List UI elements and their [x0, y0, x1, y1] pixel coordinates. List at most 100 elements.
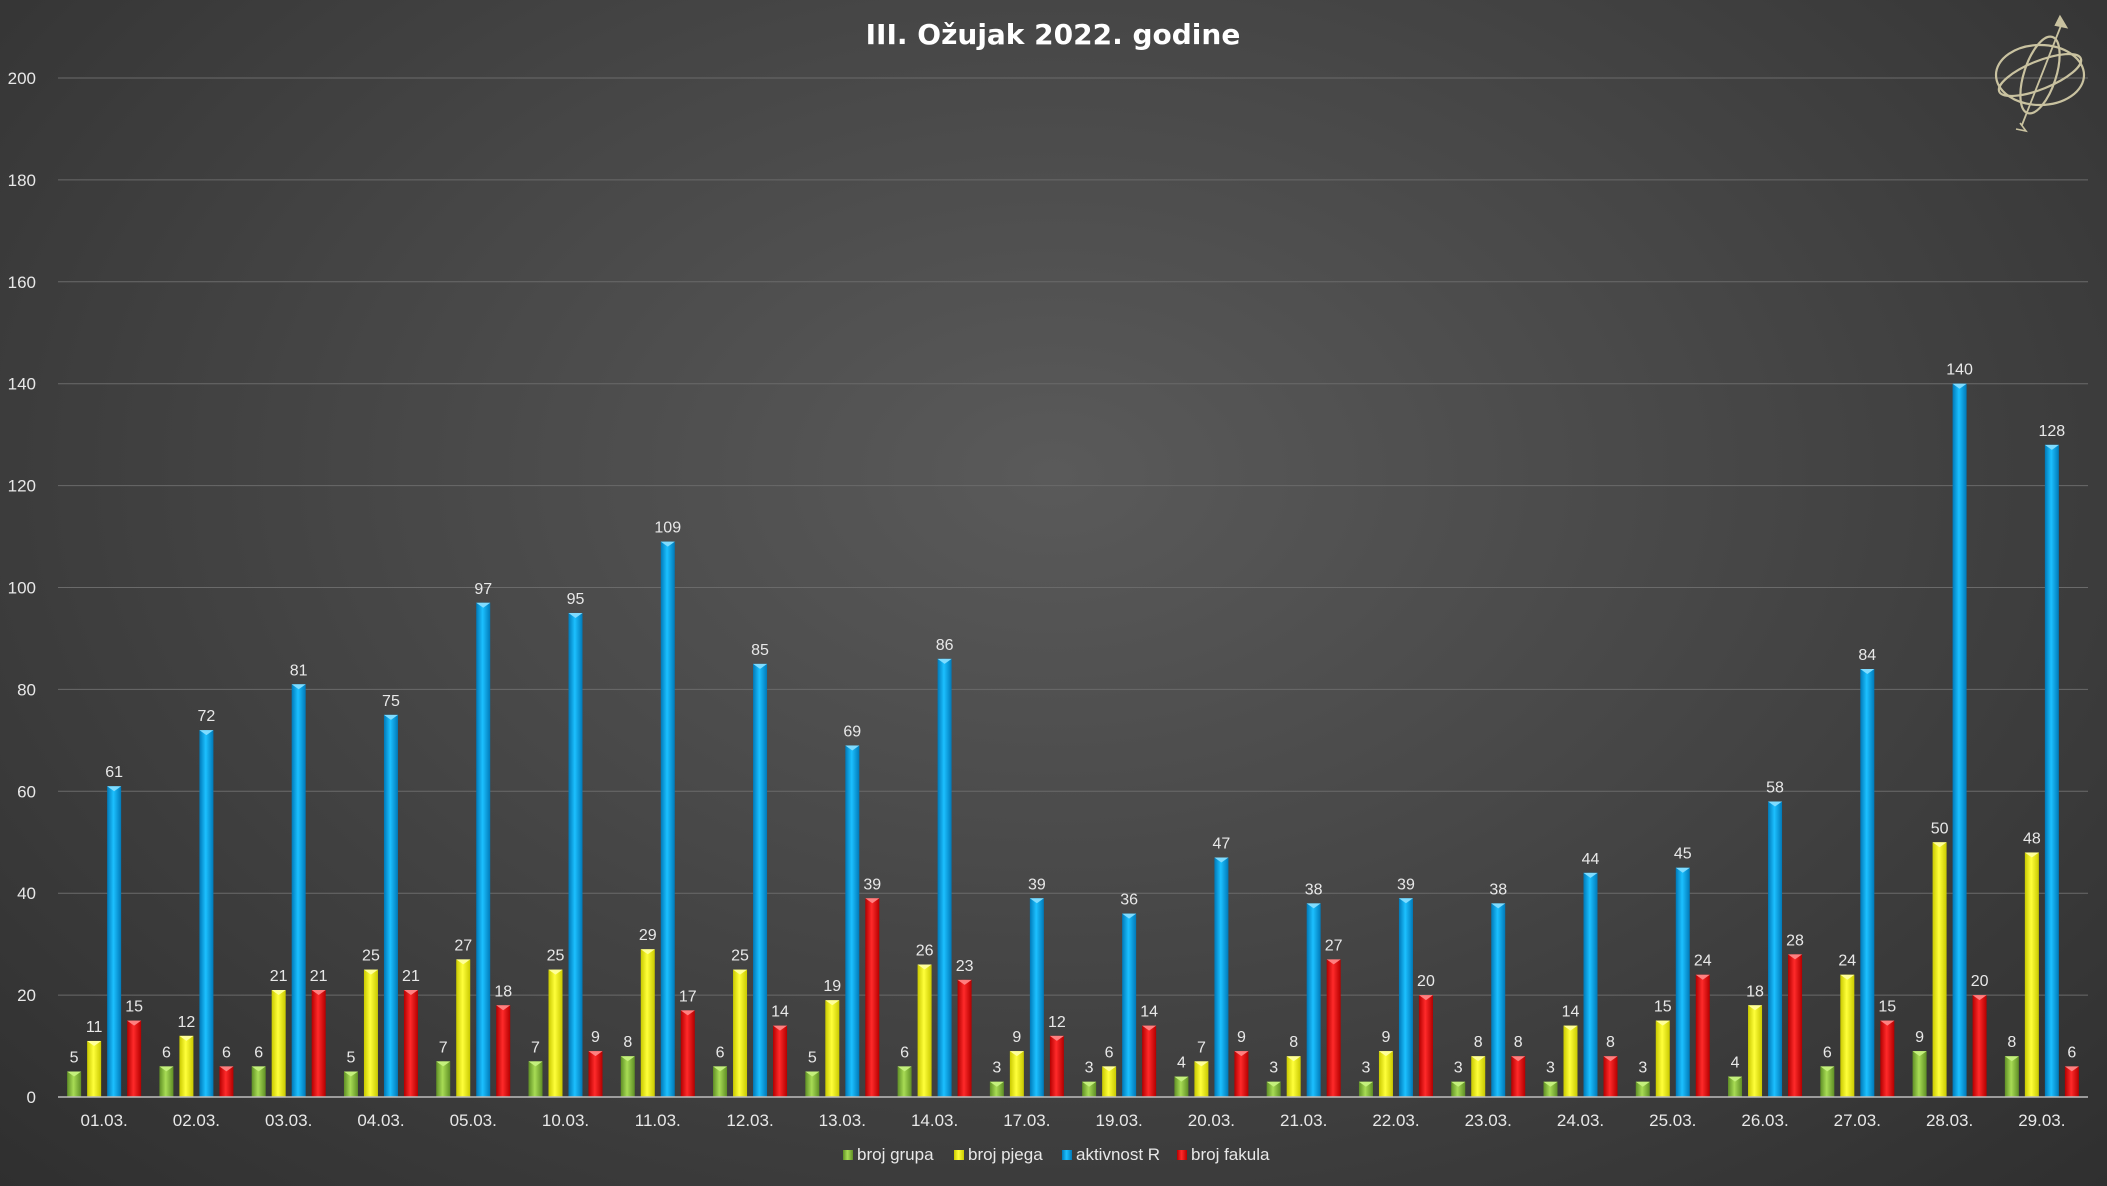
bar — [476, 602, 491, 1097]
bar-cap — [1234, 1051, 1249, 1057]
bar-cap — [1122, 913, 1137, 919]
data-label: 14 — [1140, 1004, 1158, 1021]
data-label: 6 — [1823, 1044, 1832, 1061]
bar — [251, 1066, 266, 1097]
legend-swatch — [954, 1150, 964, 1160]
data-label: 25 — [362, 948, 380, 965]
y-tick-label: 40 — [17, 884, 36, 903]
bar-cap — [1563, 1025, 1578, 1031]
bar-cap — [1306, 903, 1321, 909]
data-label: 25 — [731, 948, 749, 965]
bar-cap — [937, 658, 952, 664]
bar — [1860, 669, 1875, 1097]
bar-cap — [680, 1010, 695, 1016]
bar — [1635, 1081, 1650, 1097]
x-tick-label: 11.03. — [635, 1111, 681, 1130]
bar-cap — [1378, 1051, 1393, 1057]
bar — [1418, 995, 1433, 1097]
bar-cap — [127, 1020, 142, 1026]
y-tick-label: 160 — [8, 273, 36, 292]
legend-label: broj fakula — [1191, 1145, 1270, 1164]
bar — [199, 730, 214, 1097]
y-tick-label: 20 — [17, 986, 36, 1005]
bar-cap — [456, 959, 471, 965]
bar — [528, 1061, 543, 1097]
data-label: 20 — [1971, 973, 1989, 990]
bar-cap — [845, 745, 860, 751]
x-tick-label: 28.03. — [1926, 1111, 1973, 1130]
bar — [271, 990, 286, 1097]
data-label: 6 — [162, 1044, 171, 1061]
bar-cap — [1912, 1051, 1927, 1057]
data-label: 5 — [347, 1050, 356, 1067]
data-label: 9 — [591, 1029, 600, 1046]
data-label: 21 — [402, 968, 420, 985]
bar — [1820, 1066, 1835, 1097]
bar-cap — [528, 1061, 543, 1067]
bar — [311, 990, 326, 1097]
bar-cap — [1511, 1056, 1526, 1062]
bar-cap — [1358, 1081, 1373, 1087]
bar-cap — [251, 1066, 266, 1072]
bar — [127, 1020, 142, 1097]
bar-cap — [1695, 974, 1710, 980]
bar-cap — [1972, 995, 1987, 1001]
bar — [2024, 852, 2039, 1097]
data-label: 26 — [916, 943, 934, 960]
bar — [383, 714, 398, 1097]
bar-cap — [271, 990, 286, 996]
data-label: 75 — [382, 693, 400, 710]
bar-cap — [548, 969, 563, 975]
data-label: 15 — [1878, 999, 1896, 1016]
legend-swatch — [843, 1150, 853, 1160]
bar-cap — [383, 714, 398, 720]
data-label: 8 — [1606, 1034, 1615, 1051]
data-label: 3 — [1638, 1060, 1647, 1077]
bar — [1286, 1056, 1301, 1097]
bar-cap — [1174, 1076, 1189, 1082]
x-axis-ticks: 01.03. 02.03. 03.03. 04.03. 05.03. 10.03. 11.0… — [81, 1111, 2066, 1130]
data-label: 6 — [254, 1044, 263, 1061]
bar — [957, 979, 972, 1097]
bar-cap — [1049, 1035, 1064, 1041]
data-label: 20 — [1417, 973, 1435, 990]
bar — [1563, 1025, 1578, 1097]
y-tick-label: 60 — [17, 782, 36, 801]
bar — [1451, 1081, 1466, 1097]
bar — [1675, 867, 1690, 1097]
bar — [753, 663, 768, 1097]
x-tick-label: 05.03. — [450, 1111, 497, 1130]
data-label: 39 — [863, 876, 881, 893]
data-label: 4 — [1731, 1055, 1740, 1072]
x-tick-label: 25.03. — [1649, 1111, 1696, 1130]
bar-cap — [1820, 1066, 1835, 1072]
bar — [1049, 1035, 1064, 1097]
bar-cap — [1286, 1056, 1301, 1062]
x-tick-label: 17.03. — [1003, 1111, 1050, 1130]
data-label: 4 — [1177, 1055, 1186, 1072]
bar — [680, 1010, 695, 1097]
bar-cap — [825, 1000, 840, 1006]
bar — [1306, 903, 1321, 1097]
data-label: 3 — [992, 1060, 1001, 1077]
bar-cap — [805, 1071, 820, 1077]
bar-cap — [1326, 959, 1341, 965]
y-tick-label: 100 — [8, 579, 36, 598]
bar — [1214, 857, 1229, 1097]
bar-cap — [1952, 383, 1967, 389]
data-label: 81 — [290, 662, 308, 679]
bar-cap — [957, 979, 972, 985]
bar — [1378, 1051, 1393, 1097]
bar — [897, 1066, 912, 1097]
bar — [1583, 872, 1598, 1097]
bar-cap — [87, 1040, 102, 1046]
bar — [1788, 954, 1803, 1097]
data-label: 3 — [1085, 1060, 1094, 1077]
data-label: 29 — [639, 927, 657, 944]
bar-cap — [2004, 1056, 2019, 1062]
data-label: 11 — [86, 1019, 103, 1036]
data-label: 25 — [547, 948, 565, 965]
bar — [496, 1005, 511, 1097]
bar-cap — [1029, 898, 1044, 904]
